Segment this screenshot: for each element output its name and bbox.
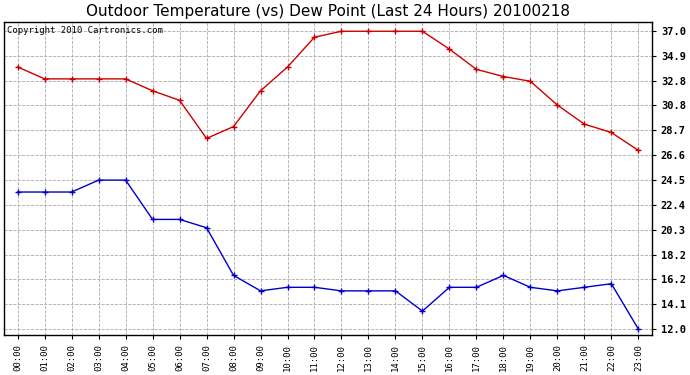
Text: Copyright 2010 Cartronics.com: Copyright 2010 Cartronics.com bbox=[8, 26, 164, 35]
Title: Outdoor Temperature (vs) Dew Point (Last 24 Hours) 20100218: Outdoor Temperature (vs) Dew Point (Last… bbox=[86, 4, 570, 19]
